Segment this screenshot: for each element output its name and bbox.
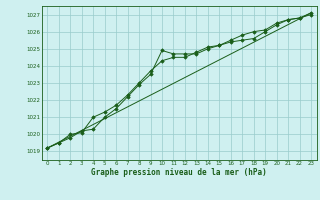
X-axis label: Graphe pression niveau de la mer (hPa): Graphe pression niveau de la mer (hPa) (91, 168, 267, 177)
